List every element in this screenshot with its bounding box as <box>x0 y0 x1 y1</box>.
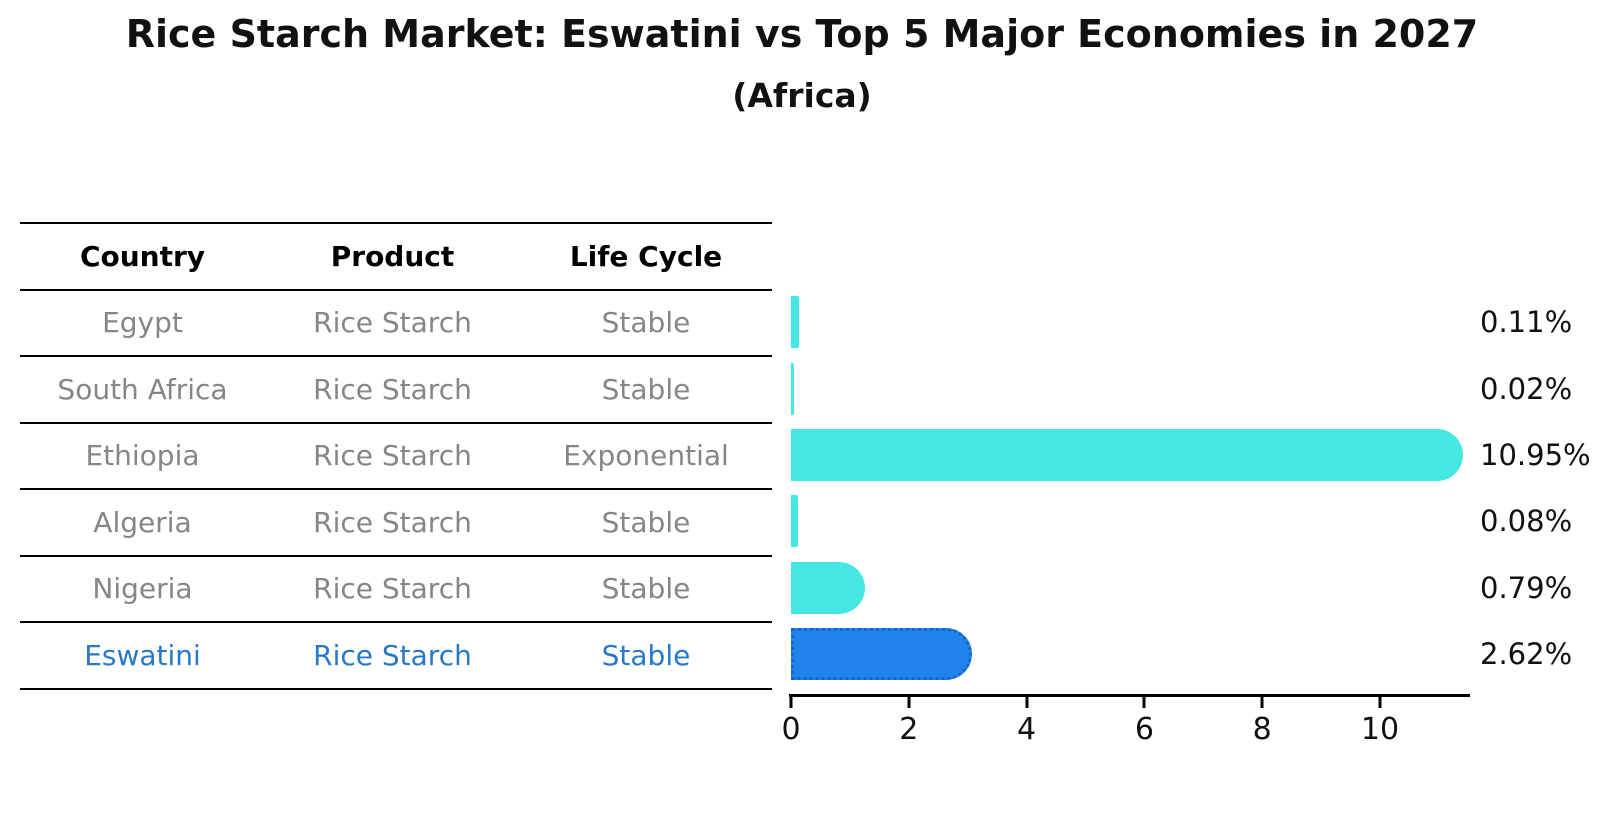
table-cell-product: Rice Starch <box>313 306 472 340</box>
bar-value-label-ethiopia: 10.95% <box>1480 438 1591 472</box>
table-cell-country: South Africa <box>57 372 228 406</box>
column-header-life-cycle: Life Cycle <box>569 239 723 273</box>
table-cell-life-cycle: Stable <box>601 572 691 606</box>
table-row-south-africa: South Africa Rice Starch Stable <box>20 355 772 422</box>
x-axis-line <box>789 694 1470 697</box>
table-cell-product: Rice Starch <box>313 372 472 406</box>
bar-egypt <box>791 296 800 349</box>
table-cell-country: Eswatini <box>84 638 201 672</box>
x-tick <box>1025 697 1029 708</box>
table-cell-life-cycle: Stable <box>601 306 691 340</box>
table-cell-life-cycle: Exponential <box>563 439 729 473</box>
bar-eswatini <box>791 628 973 681</box>
bar-south-africa <box>791 362 795 415</box>
table-cell-life-cycle: Stable <box>601 372 691 406</box>
table-cell-product: Rice Starch <box>313 572 472 606</box>
table-row-eswatini: Eswatini Rice Starch Stable <box>20 621 772 688</box>
table-cell-country: Algeria <box>93 505 192 539</box>
table-cell-life-cycle: Stable <box>601 505 691 539</box>
bar-value-label-egypt: 0.11% <box>1480 305 1573 340</box>
table-cell-country: Nigeria <box>92 572 193 606</box>
x-tick-label: 10 <box>1360 712 1400 747</box>
x-tick-label: 2 <box>899 712 919 747</box>
table-cell-country: Ethiopia <box>85 439 200 473</box>
x-tick-label: 0 <box>781 712 801 747</box>
chart-title: Rice Starch Market: Eswatini vs Top 5 Ma… <box>125 12 1479 56</box>
table-row-algeria: Algeria Rice Starch Stable <box>20 488 772 555</box>
bar-value-label-algeria: 0.08% <box>1480 504 1573 539</box>
bar-value-label-eswatini: 2.62% <box>1480 637 1573 672</box>
bar-nigeria <box>791 561 865 614</box>
column-header-country: Country <box>79 239 206 273</box>
table-cell-country: Egypt <box>102 306 183 340</box>
table-cell-product: Rice Starch <box>313 505 472 539</box>
x-tick <box>1142 697 1146 708</box>
x-tick <box>789 697 793 708</box>
table-cell-product: Rice Starch <box>313 638 472 672</box>
x-tick <box>1378 697 1382 708</box>
bar-algeria <box>791 495 798 548</box>
table-cell-life-cycle: Stable <box>601 638 691 672</box>
x-tick <box>907 697 911 708</box>
table-row-egypt: Egypt Rice Starch Stable <box>20 288 772 356</box>
bar-value-label-nigeria: 0.79% <box>1480 570 1573 605</box>
table-header-row: Country Product Life Cycle <box>20 222 772 289</box>
table-cell-product: Rice Starch <box>313 439 472 473</box>
column-header-product: Product <box>330 239 455 273</box>
x-tick-label: 8 <box>1252 712 1272 747</box>
x-tick <box>1260 697 1264 708</box>
bar-value-label-south-africa: 0.02% <box>1480 371 1573 406</box>
country-table: Country Product Life Cycle Egypt Rice Sta… <box>20 222 772 690</box>
x-tick-label: 4 <box>1017 712 1037 747</box>
table-row-nigeria: Nigeria Rice Starch Stable <box>20 554 772 622</box>
x-tick-label: 6 <box>1134 712 1154 747</box>
table-row-ethiopia: Ethiopia Rice Starch Exponential <box>20 421 772 489</box>
bar-ethiopia <box>791 429 1463 481</box>
chart-subtitle: (Africa) <box>732 76 872 115</box>
